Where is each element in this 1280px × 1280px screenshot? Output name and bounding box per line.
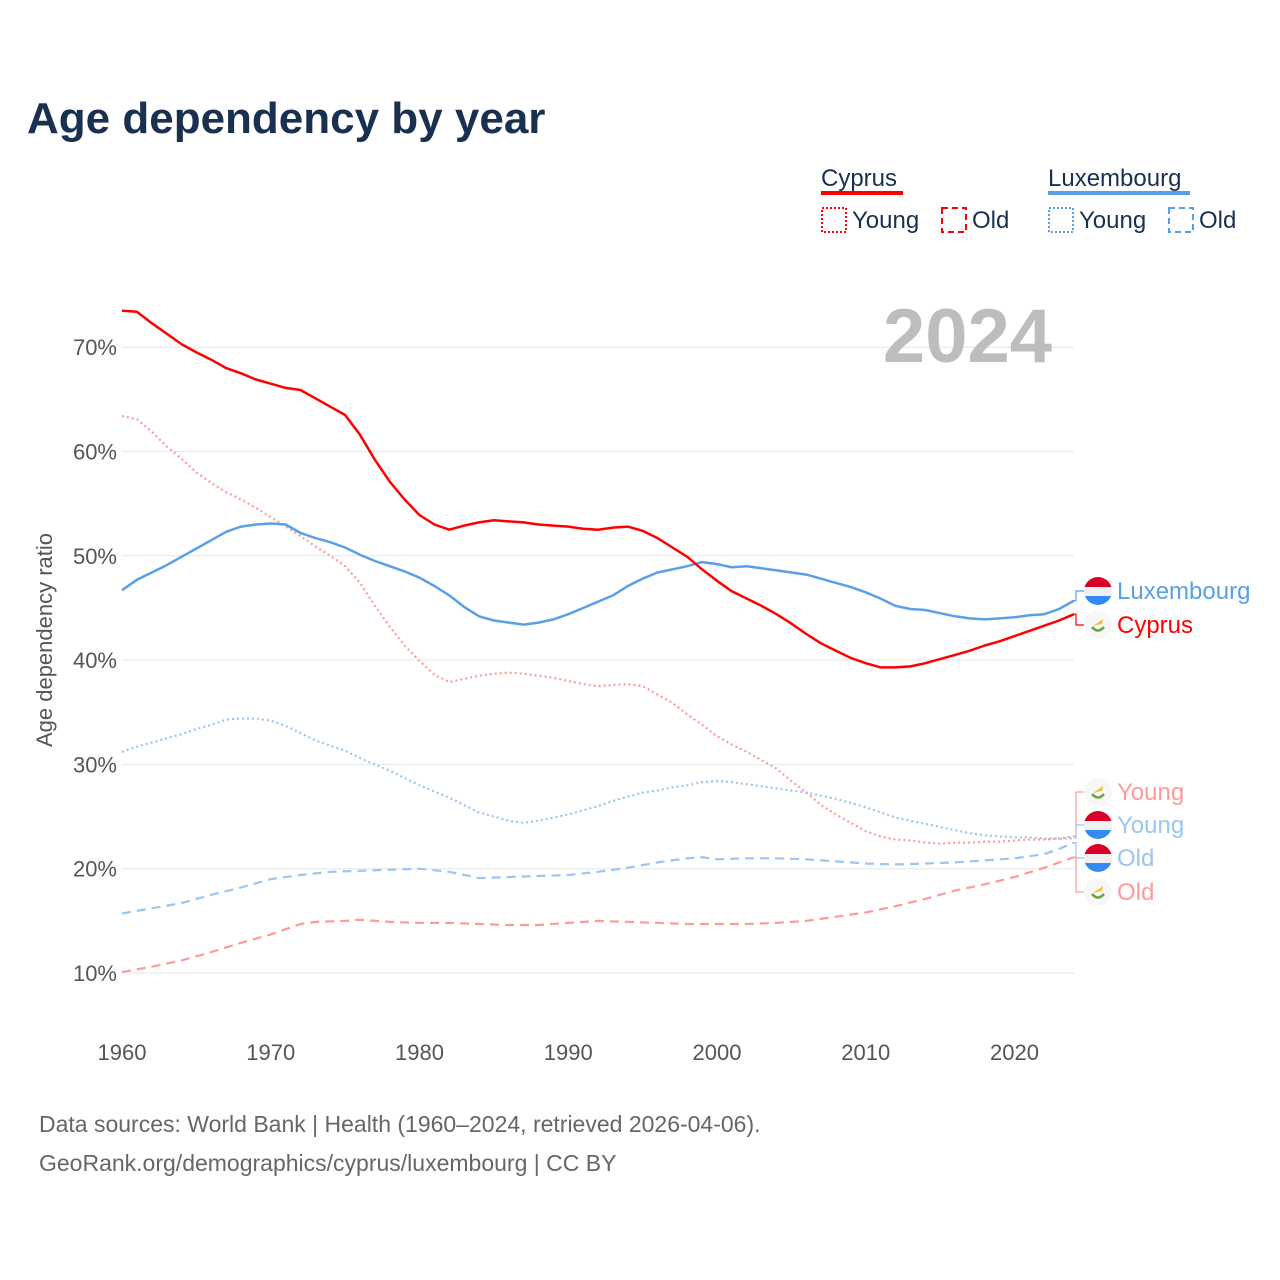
- series-line-luxembourg-young[interactable]: [121, 717, 1074, 840]
- end-label[interactable]: Old: [1074, 842, 1154, 873]
- series-line-cyprus-old[interactable]: [121, 856, 1075, 974]
- x-tick-label: 2000: [693, 1040, 742, 1065]
- legend-cyprus[interactable]: Cyprus Young Old: [821, 165, 1009, 234]
- legend-cyprus-underline: [821, 191, 903, 195]
- luxembourg-flag-icon: [1084, 844, 1112, 872]
- source-line-2[interactable]: GeoRank.org/demographics/cyprus/luxembou…: [39, 1150, 616, 1176]
- y-tick-label: 20%: [73, 857, 117, 882]
- year-watermark: 2024: [883, 294, 1052, 379]
- y-tick-label: 30%: [73, 752, 117, 777]
- end-label-text: Cyprus: [1117, 612, 1193, 639]
- end-label[interactable]: Young: [1074, 811, 1184, 840]
- end-label[interactable]: Cyprus: [1074, 611, 1193, 639]
- legend-dotted-swatch: [1048, 207, 1074, 233]
- y-tick-label: 60%: [73, 440, 117, 465]
- series-line-luxembourg[interactable]: [121, 522, 1075, 626]
- legend-item-young: Young: [852, 207, 919, 234]
- end-label[interactable]: Old: [1074, 856, 1154, 906]
- end-label-connector: [1074, 842, 1084, 859]
- x-tick-label: 1970: [246, 1040, 295, 1065]
- y-tick-label: 40%: [73, 648, 117, 673]
- y-axis-ticks: 10% 20% 30% 40% 50% 60% 70%: [73, 335, 117, 986]
- legend-item-young: Young: [1079, 207, 1146, 234]
- cyprus-flag-icon: [1084, 778, 1112, 806]
- legend-item-old: Old: [1199, 207, 1236, 234]
- legend: Cyprus Young Old Luxembourg Young Old: [821, 165, 1236, 234]
- end-label[interactable]: Young: [1074, 778, 1184, 837]
- x-tick-label: 2020: [990, 1040, 1039, 1065]
- end-label-text: Young: [1117, 812, 1184, 839]
- gridlines: [122, 346, 1074, 974]
- x-tick-label: 1980: [395, 1040, 444, 1065]
- y-axis-label: Age dependency ratio: [32, 533, 57, 747]
- legend-item-old: Old: [972, 207, 1009, 234]
- end-label-connector: [1074, 791, 1084, 837]
- end-label-text: Luxembourg: [1117, 578, 1250, 605]
- legend-luxembourg[interactable]: Luxembourg Young Old: [1048, 165, 1236, 234]
- x-tick-label: 2010: [841, 1040, 890, 1065]
- y-tick-label: 70%: [73, 335, 117, 360]
- end-label-connector: [1074, 613, 1084, 626]
- luxembourg-flag-icon: [1084, 577, 1112, 605]
- end-label-connector: [1074, 824, 1084, 840]
- legend-dashed-swatch: [1168, 207, 1194, 233]
- x-tick-label: 1960: [98, 1040, 147, 1065]
- end-label-text: Old: [1117, 879, 1154, 906]
- series-lines: [121, 309, 1075, 974]
- x-tick-label: 1990: [544, 1040, 593, 1065]
- end-label-connector: [1074, 856, 1084, 893]
- cyprus-flag-icon: [1084, 878, 1112, 906]
- series-line-cyprus[interactable]: [121, 309, 1075, 669]
- end-label-text: Old: [1117, 845, 1154, 872]
- legend-luxembourg-underline: [1048, 191, 1190, 195]
- legend-country-label: Cyprus: [821, 165, 897, 192]
- cyprus-flag-icon: [1084, 611, 1112, 639]
- legend-country-label: Luxembourg: [1048, 165, 1181, 192]
- legend-dashed-swatch: [941, 207, 967, 233]
- chart-title: Age dependency by year: [27, 94, 545, 143]
- series-line-cyprus-young[interactable]: [121, 414, 1075, 845]
- y-tick-label: 50%: [73, 544, 117, 569]
- legend-dotted-swatch: [821, 207, 847, 233]
- luxembourg-flag-icon: [1084, 811, 1112, 839]
- series-line-luxembourg-old[interactable]: [121, 841, 1075, 915]
- end-label-connector: [1074, 590, 1084, 602]
- end-label[interactable]: Luxembourg: [1074, 577, 1250, 606]
- source-line-1: Data sources: World Bank | Health (1960–…: [39, 1111, 761, 1137]
- end-label-text: Young: [1117, 779, 1184, 806]
- x-axis-ticks: 1960 1970 1980 1990 2000 2010 2020: [98, 1040, 1039, 1065]
- end-labels: Luxembourg Cyprus Young Young Old Old: [1074, 577, 1250, 906]
- y-tick-label: 10%: [73, 961, 117, 986]
